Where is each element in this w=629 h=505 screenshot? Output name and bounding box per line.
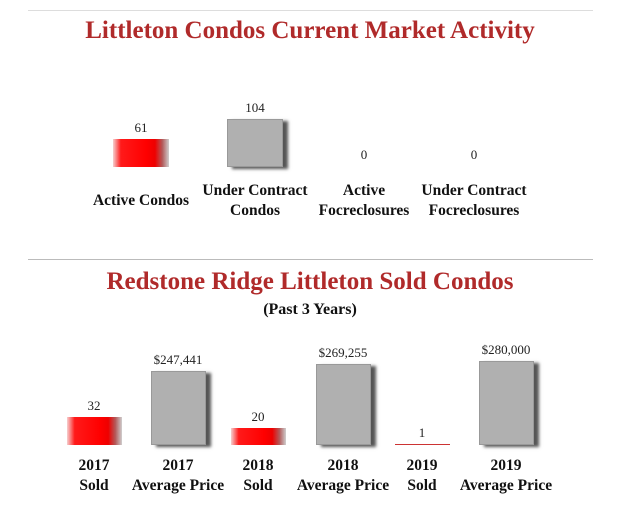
value-label-0: 32 — [87, 398, 101, 413]
bar-3 — [315, 364, 371, 445]
category-label-0: 2017 Sold — [78, 457, 110, 494]
value-label-4: 1 — [418, 425, 426, 440]
value-label-3: 0 — [470, 147, 478, 162]
section-divider — [28, 259, 593, 260]
bar-0 — [113, 138, 169, 167]
bar-5 — [478, 361, 534, 445]
value-label-2: 20 — [251, 408, 265, 424]
value-label-2: 0 — [360, 147, 368, 162]
chart2-subtitle: (Past 3 Years) — [263, 301, 357, 318]
category-label-2: Active Focreclosures — [318, 182, 410, 219]
category-label-0: Active Condos — [92, 192, 189, 209]
bar-4 — [394, 444, 450, 445]
category-label-4: 2019 Sold — [406, 457, 438, 494]
value-label-0: 61 — [134, 119, 148, 135]
category-label-2: 2018 Sold — [242, 457, 274, 494]
bar-1 — [150, 370, 206, 445]
category-label-5: 2019 Average Price — [459, 457, 553, 494]
bar-1 — [227, 119, 283, 167]
category-label-1: Under Contract Condos — [202, 182, 308, 219]
value-label-5: $280,000 — [481, 342, 531, 357]
value-label-3: $269,255 — [318, 345, 368, 361]
top-divider — [28, 10, 593, 11]
value-label-1: 104 — [245, 100, 265, 116]
bar-2 — [230, 427, 286, 445]
value-label-1: $247,441 — [153, 351, 203, 367]
chart2-title: Redstone Ridge Littleton Sold Condos — [106, 268, 514, 295]
chart1-title: Littleton Condos Current Market Activity — [85, 17, 535, 44]
bar-0 — [66, 417, 122, 445]
category-label-1: 2017 Average Price — [131, 457, 225, 494]
category-label-3: 2018 Average Price — [296, 457, 390, 494]
category-label-3: Under Contract Focreclosures — [421, 182, 527, 219]
